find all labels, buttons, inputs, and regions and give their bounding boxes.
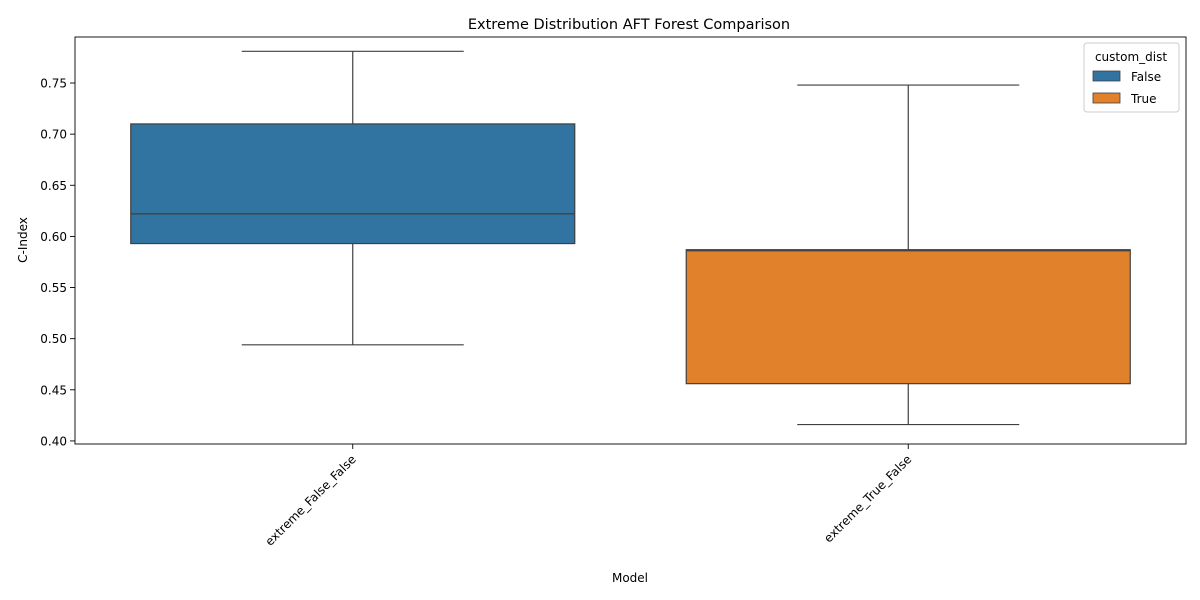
x-axis: extreme_False_False extreme_True_False	[262, 444, 914, 549]
boxes-layer	[130, 50, 1131, 426]
y-axis: 0.40 0.45 0.50 0.55 0.60 0.65 0.70 0.75	[40, 77, 75, 448]
y-tick-label: 0.60	[40, 230, 67, 244]
iqr-box	[685, 249, 1131, 385]
legend-title: custom_dist	[1095, 50, 1167, 64]
iqr-box	[130, 123, 576, 245]
y-tick-label: 0.50	[40, 332, 67, 346]
x-axis-label: Model	[612, 571, 648, 585]
legend-label-true: True	[1130, 92, 1157, 106]
plot-frame	[74, 36, 1187, 445]
y-tick-label: 0.55	[40, 281, 67, 295]
y-tick-label: 0.70	[40, 128, 67, 142]
legend-swatch-true	[1092, 92, 1121, 104]
y-tick-label: 0.45	[40, 383, 67, 397]
chart-title: Extreme Distribution AFT Forest Comparis…	[468, 17, 790, 33]
y-tick-label: 0.75	[40, 77, 67, 91]
legend-label-false: False	[1131, 70, 1161, 84]
box-false	[130, 50, 576, 346]
legend-swatch-false	[1092, 70, 1121, 82]
box-true	[685, 84, 1131, 426]
y-tick-label: 0.65	[40, 179, 67, 193]
legend: custom_dist False True	[1083, 42, 1180, 113]
y-axis-label: C-Index	[16, 217, 30, 263]
x-tick-label: extreme_True_False	[821, 452, 914, 545]
x-tick-label: extreme_False_False	[262, 452, 358, 548]
y-tick-label: 0.40	[40, 434, 67, 448]
